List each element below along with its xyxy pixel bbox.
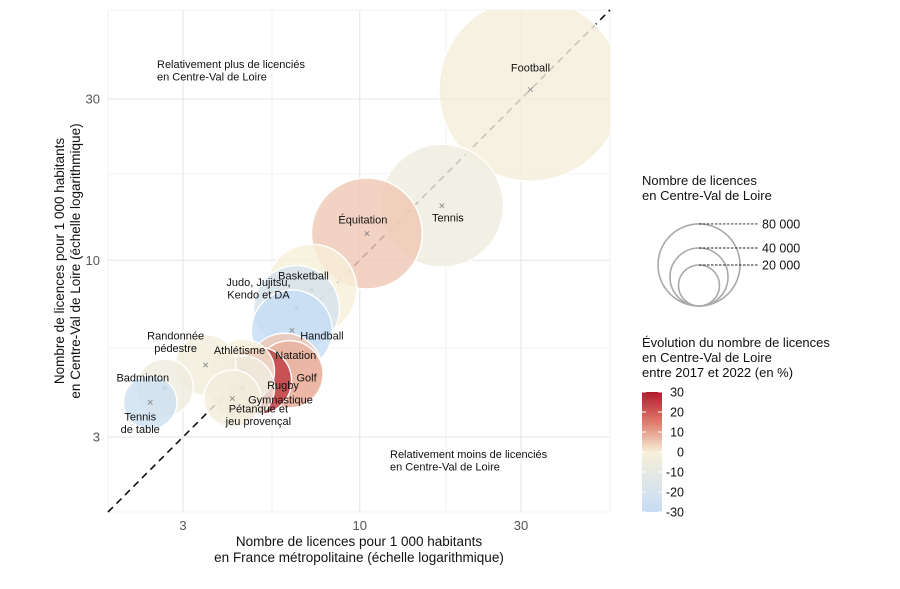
point-marker [439,203,445,209]
y-tick-label: 30 [86,91,100,106]
point-label: Football [511,63,550,75]
color-legend-label: -30 [666,506,684,520]
bubbles [122,10,610,430]
point-marker [147,399,153,405]
axis-titles: Nombre de licences pour 1 000 habitantse… [52,123,504,565]
size-legend-label: 80 000 [762,217,800,231]
point-label: Équitation [338,213,387,226]
point-label: pédestre [154,343,197,355]
point-marker [527,86,534,93]
point-label: Athlétisme [214,345,265,357]
annotation-upper: en Centre-Val de Loire [157,72,267,84]
point-marker [203,362,209,368]
color-legend-label: 0 [677,446,684,460]
x-tick-label: 3 [179,518,186,533]
x-tick-label: 10 [353,518,367,533]
point-marker [289,327,295,333]
color-legend-title: entre 2017 et 2022 (en %) [642,365,793,380]
point-label: Handball [300,330,343,342]
point-label: Basketball [278,270,329,282]
point-label: Natation [275,350,316,362]
point-label: Badminton [116,373,169,385]
y-axis-title: Nombre de licences pour 1 000 habitants [52,138,67,384]
point-marker [364,230,370,237]
point-label: jeu provençal [225,416,291,428]
point-label: Gymnastique [248,395,313,407]
color-legend-label: -10 [666,466,684,480]
point-label: Kendo et DA [227,289,290,301]
point-marker [229,395,235,402]
color-legend-label: 30 [670,386,684,400]
color-legend-label: 20 [670,406,684,420]
point-label: Randonnée [147,330,204,342]
size-legend-circle [669,247,729,307]
x-tick-label: 30 [514,518,528,533]
size-legend-title: en Centre-Val de Loire [642,188,772,203]
point-label: de table [121,424,160,436]
point-label: Golf [296,372,317,384]
y-tick-label: 3 [93,430,100,445]
size-legend-label: 40 000 [762,242,800,256]
annotation-upper: Relativement plus de licenciés [157,59,305,71]
y-axis-title-group: Nombre de licences pour 1 000 habitants e… [52,123,83,398]
axis-ticks: 3 10 30 3 10 30 [86,91,529,533]
color-legend-label: -20 [666,486,684,500]
color-legend-title: en Centre-Val de Loire [642,350,772,365]
color-legend-title: Évolution du nombre de licences [642,335,830,350]
annotation-lower: Relativement moins de licenciés [390,449,548,461]
point-label: Tennis [124,411,156,423]
size-legend-title: Nombre de licences [642,173,757,188]
x-axis-title: en France métropolitaine (échelle logari… [214,550,504,565]
size-legend-circle [677,264,721,307]
size-legend-label: 20 000 [762,258,800,272]
point-label: Rugby [267,380,299,392]
point-label: Pétanque et [229,403,288,415]
y-tick-label: 10 [86,253,100,268]
bubble [438,10,610,182]
color-legend-label: 10 [670,426,684,440]
color-legend-bar [642,392,662,512]
annotation-lower: en Centre-Val de Loire [390,462,500,474]
point-label: Tennis [432,213,464,225]
y-axis-title: en Centre-Val de Loire (échelle logarith… [68,123,83,398]
x-axis-title: Nombre de licences pour 1 000 habitants [236,534,482,549]
point-labels: Football Tennis Équitation BasketballJudo, … [116,63,550,436]
point-label: Judo, Jujitsu, [226,277,290,289]
